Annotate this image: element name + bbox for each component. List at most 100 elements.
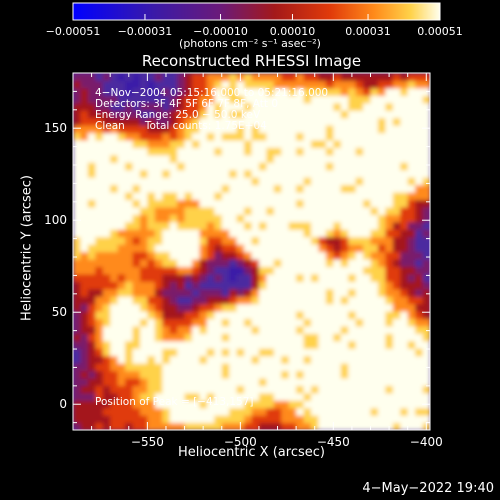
heatmap-cell [251,214,260,223]
heatmap-cell [102,377,111,386]
heatmap-cell [102,333,111,342]
heatmap-cell [258,348,267,357]
heatmap-cell [184,206,193,215]
heatmap-cell [303,199,312,208]
heatmap-cell [147,303,156,312]
heatmap-cell [325,221,334,230]
heatmap-cell [221,139,230,148]
heatmap-cell [244,392,253,401]
heatmap-cell [236,206,245,215]
heatmap-cell [110,177,119,186]
heatmap-cell [340,281,349,290]
heatmap-cell [311,199,320,208]
heatmap-cell [132,325,141,334]
heatmap-cell [422,340,430,349]
heatmap-cell [251,236,260,245]
heatmap-cell [139,236,148,245]
heatmap-cell [199,377,208,386]
heatmap-cell [177,318,186,327]
heatmap-cell [311,125,320,134]
heatmap-cell [348,340,357,349]
heatmap-cell [400,169,409,178]
heatmap-cell [139,214,148,223]
heatmap-cell [258,110,267,119]
heatmap-cell [363,102,372,111]
heatmap-cell [132,117,141,126]
heatmap-cell [370,296,379,305]
heatmap-cell [102,192,111,201]
heatmap-cell [325,117,334,126]
heatmap-cell [184,281,193,290]
heatmap-cell [370,370,379,379]
heatmap-cell [340,303,349,312]
x-tick-label: −500 [224,435,257,449]
heatmap-cell [169,184,178,193]
heatmap-cell [80,258,89,267]
heatmap-cell [125,392,134,401]
heatmap-cell [385,95,394,104]
heatmap-cell [392,125,401,134]
heatmap-cell [214,192,223,201]
heatmap-cell [177,348,186,357]
heatmap-cell [385,80,394,89]
heatmap-cell [244,377,253,386]
heatmap-cell [80,244,89,253]
heatmap-cell [266,80,275,89]
heatmap-cell [177,147,186,156]
heatmap-cell [281,214,290,223]
heatmap-cell [214,363,223,372]
heatmap-cell [281,288,290,297]
heatmap-cell [400,296,409,305]
heatmap-cell [333,400,342,409]
heatmap-cell [162,266,171,275]
heatmap-cell [147,132,156,141]
heatmap-cell [288,258,297,267]
heatmap-cell [102,132,111,141]
heatmap-cell [102,273,111,282]
heatmap-cell [258,221,267,230]
heatmap-cell [117,95,126,104]
heatmap-cell [244,192,253,201]
heatmap-cell [355,363,364,372]
colorbar-ticks: −0.00051 −0.00031 −0.00010 0.00010 0.00031 0.… [46,14,463,38]
heatmap-cell [169,214,178,223]
heatmap-cell [288,318,297,327]
heatmap-cell [311,318,320,327]
heatmap-cell [318,281,327,290]
heatmap-cell [296,385,305,394]
heatmap-cell [266,363,275,372]
heatmap-cell [73,125,82,134]
heatmap-cell [95,192,104,201]
heatmap-cell [214,154,223,163]
heatmap-cell [110,132,119,141]
heatmap-cell [288,229,297,238]
heatmap-cell [139,139,148,148]
heatmap-cell [139,125,148,134]
heatmap-cell [303,258,312,267]
heatmap-cell [266,244,275,253]
heatmap-cell [80,214,89,223]
heatmap-cell [139,392,148,401]
heatmap-cell [407,229,416,238]
heatmap-cell [288,102,297,111]
heatmap-cell [206,415,215,424]
heatmap-cell [400,311,409,320]
heatmap-cell [214,348,223,357]
heatmap-cell [95,415,104,424]
heatmap-cell [303,266,312,275]
heatmap-cell [73,95,82,104]
heatmap-cell [288,355,297,364]
heatmap-cell [288,251,297,260]
heatmap-cell [102,288,111,297]
heatmap-cell [117,377,126,386]
heatmap-cell [169,80,178,89]
heatmap-cell [95,340,104,349]
heatmap-cell [206,169,215,178]
heatmap-cell [80,281,89,290]
heatmap-cell [415,214,424,223]
heatmap-cell [377,333,386,342]
heatmap-cell [333,370,342,379]
heatmap-cell [229,214,238,223]
heatmap-cell [392,273,401,282]
heatmap-cell [258,214,267,223]
